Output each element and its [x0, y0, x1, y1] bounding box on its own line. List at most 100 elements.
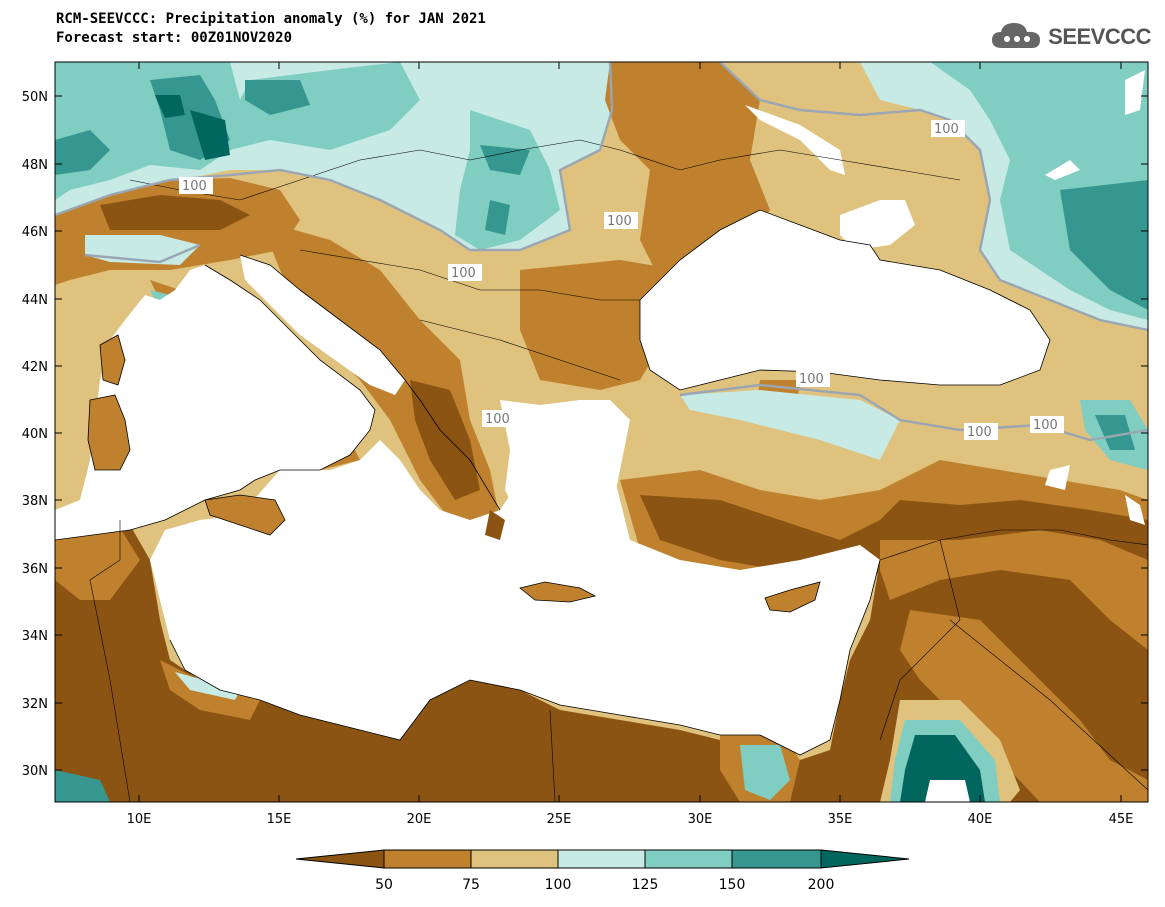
lon-tick-label: 25E — [547, 812, 572, 827]
coastline-africa — [169, 559, 881, 756]
lat-tick-label: 32N — [22, 697, 48, 712]
field-150-200-czech — [245, 80, 310, 115]
coastlines-borders — [55, 139, 1148, 802]
anomaly-field — [55, 62, 1148, 802]
field-100-125-libya-coast — [175, 672, 240, 700]
border-syria-jordan — [879, 539, 961, 741]
field-150-200-west — [55, 130, 110, 175]
lat-tick-label: 46N — [22, 225, 48, 240]
lat-tick-label: 36N — [22, 562, 48, 577]
contour-100-po — [84, 243, 201, 264]
colorbar-arrow-right — [820, 849, 910, 869]
lon-tick-label: 10E — [127, 812, 152, 827]
colorbar-swatch — [470, 849, 559, 869]
field-125-150-north — [55, 62, 420, 200]
field-50-75-saudi — [900, 610, 1148, 802]
coastline-corsica — [99, 334, 126, 386]
island-cyprus — [765, 582, 820, 612]
coastline-italy — [55, 264, 376, 541]
field-missing-saudi — [925, 780, 970, 802]
field-50-75-tunisia — [55, 528, 140, 600]
sea-west-med — [55, 265, 375, 540]
contour-label: 100 — [485, 412, 510, 427]
seevccc-logo: SEEVCCC — [990, 20, 1151, 54]
chart-title: RCM-SEEVCCC: Precipitation anomaly (%) f… — [56, 10, 486, 48]
border-algeria-tunisia — [89, 520, 131, 802]
borders-south-balkan — [419, 319, 621, 381]
field-150-200-carpathian — [485, 200, 510, 235]
coastline-sicily — [204, 494, 286, 536]
lat-tick-label: 44N — [22, 293, 48, 308]
colorbar-arrow-left — [295, 849, 385, 869]
island-sicily — [205, 495, 285, 535]
coastline-cyprus — [764, 581, 821, 613]
island-peloponnese — [485, 510, 505, 540]
colorbar: 50 75 100 125 150 200 — [295, 849, 910, 893]
logo-text: SEEVCCC — [1048, 24, 1151, 49]
colorbar-label: 125 — [632, 877, 659, 893]
colorbar-label: 50 — [375, 877, 393, 893]
lat-tick-label: 38N — [22, 494, 48, 509]
colorbar-label: 200 — [808, 877, 835, 893]
border-turkey-syria — [879, 529, 1148, 561]
title-line-1: RCM-SEEVCCC: Precipitation anomaly (%) f… — [56, 11, 486, 27]
contour-labels: 100 100 100 100 100 100 100 100 — [179, 120, 1064, 440]
contour-100-ukraine — [719, 62, 1148, 332]
contour-label: 100 — [967, 425, 992, 440]
title-line-2: Forecast start: 00Z01NOV2020 — [56, 30, 293, 46]
coastline-crete — [519, 581, 597, 603]
coastline-adriatic-east — [239, 254, 501, 511]
missing-data-patch-3 — [1045, 465, 1070, 490]
island-crete — [520, 582, 595, 602]
contour-label: 100 — [1033, 418, 1058, 433]
lat-tick-label: 50N — [22, 90, 48, 105]
missing-data-patch-1 — [745, 105, 845, 175]
field-lt50-greece — [410, 380, 480, 500]
field-125-150-carpathian — [455, 110, 560, 250]
lon-tick-label: 45E — [1109, 812, 1134, 827]
field-lt50-alps — [100, 195, 250, 230]
field-gt200-germany — [190, 110, 230, 160]
borders-balkan — [299, 249, 640, 301]
island-sardinia — [88, 395, 130, 470]
lon-tick-label: 15E — [267, 812, 292, 827]
coastline-sardinia — [87, 394, 131, 471]
lat-tick-label: 42N — [22, 360, 48, 375]
colorbar-label: 100 — [545, 877, 572, 893]
sea-azov — [840, 200, 915, 250]
field-150-200-caucasus — [1095, 415, 1135, 450]
missing-data-patch-2 — [1045, 160, 1080, 180]
lat-tick-label: 48N — [22, 158, 48, 173]
island-corsica — [100, 335, 125, 385]
field-125-150-sinai — [740, 745, 790, 800]
border-iraq-saudi — [949, 619, 1148, 791]
contour-100-turkey — [679, 383, 1148, 442]
map-border — [54, 61, 1149, 803]
field-100-125-turkey-north — [680, 390, 900, 460]
sea-aegean — [500, 400, 630, 550]
lat-axis: 50N 48N 46N 44N 42N 40N 38N 36N 34N 32N … — [22, 90, 1148, 779]
sea-adriatic — [240, 255, 405, 395]
field-150-200-northeast — [1060, 180, 1148, 310]
colorbar-swatch — [557, 849, 646, 869]
lon-tick-label: 35E — [828, 812, 853, 827]
sea-black — [640, 210, 1050, 390]
lon-tick-label: 40E — [968, 812, 993, 827]
field-lt50-africa-mideast — [55, 520, 1148, 802]
borders-central — [129, 139, 961, 201]
colorbar-swatch — [383, 849, 472, 869]
lon-tick-label: 30E — [688, 812, 713, 827]
contour-label: 100 — [799, 372, 824, 387]
contour-label: 100 — [934, 122, 959, 137]
contour-label: 100 — [451, 266, 476, 281]
coastline-black-sea — [639, 209, 1051, 391]
contour-label: 100 — [607, 214, 632, 229]
border-libya-egypt — [549, 709, 556, 802]
lon-axis: 10E 15E 20E 25E 30E 35E 40E 45E — [127, 62, 1134, 827]
lon-tick-label: 20E — [407, 812, 432, 827]
field-150-200-southwest — [55, 770, 110, 802]
cloud-logo-icon — [992, 23, 1041, 48]
contour-label: 100 — [182, 179, 207, 194]
sea-east-med — [150, 410, 880, 755]
